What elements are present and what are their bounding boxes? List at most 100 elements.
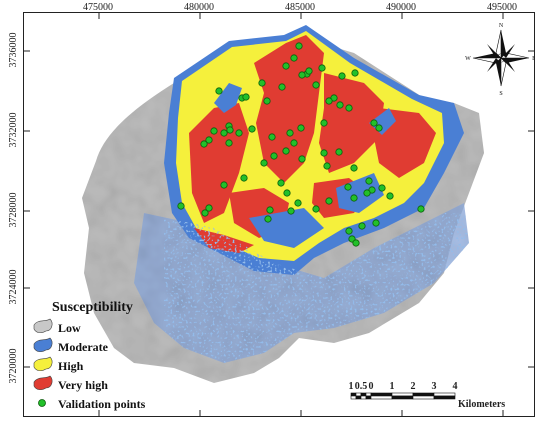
validation-point — [298, 155, 306, 163]
validation-point — [290, 54, 298, 62]
validation-point — [305, 67, 313, 75]
scale-segment — [360, 395, 367, 400]
scale-segment — [433, 392, 456, 397]
scale-segment — [391, 395, 414, 400]
legend-swatch-high — [33, 356, 53, 372]
scale-bar: 1 0.5 0 1 2 3 4 Kilometers — [349, 381, 506, 410]
validation-point — [282, 62, 290, 70]
validation-point — [351, 69, 359, 77]
validation-point — [201, 209, 209, 217]
scale-segment — [350, 392, 357, 397]
validation-point — [352, 239, 360, 247]
scale-segment — [360, 392, 367, 397]
validation-point — [345, 227, 353, 235]
validation-point — [312, 81, 320, 89]
validation-point — [215, 87, 223, 95]
scale-label-0: 0 — [369, 381, 374, 392]
y-tick-label-3: 3724000 — [8, 270, 19, 305]
validation-point — [335, 148, 343, 156]
scale-segment — [433, 395, 456, 400]
susceptibility-core — [164, 25, 464, 275]
validation-point — [318, 64, 326, 72]
scale-segment — [365, 395, 372, 400]
y-tick-label-2: 3728000 — [8, 193, 19, 228]
scale-segment — [412, 392, 435, 397]
validation-point — [205, 136, 213, 144]
scale-segment — [370, 392, 393, 397]
validation-point — [350, 194, 358, 202]
legend-item-low: Low — [33, 318, 81, 335]
validation-point — [278, 83, 286, 91]
validation-point — [372, 219, 380, 227]
scale-label-4: 4 — [453, 381, 458, 392]
legend-swatch-very-high — [33, 375, 53, 391]
legend: Susceptibility Low Moderate High Very hi… — [33, 300, 146, 411]
validation-point — [210, 127, 218, 135]
scale-segment — [391, 392, 414, 397]
scale-segment — [355, 392, 362, 397]
validation-point — [263, 97, 271, 105]
legend-label-very-high: Very high — [58, 378, 108, 392]
validation-point — [242, 93, 250, 101]
validation-point — [344, 183, 352, 191]
validation-point — [200, 140, 208, 148]
y-tick-label-0: 3736000 — [8, 33, 19, 68]
compass-w-label: W — [465, 56, 471, 62]
validation-point — [268, 133, 276, 141]
compass-s-label: S — [499, 91, 502, 97]
validation-point — [378, 184, 386, 192]
scale-label-3: 3 — [432, 381, 437, 392]
validation-point — [363, 189, 371, 197]
legend-title: Susceptibility — [52, 300, 133, 315]
validation-point — [375, 124, 383, 132]
validation-point — [177, 202, 185, 210]
validation-point — [240, 174, 248, 182]
validation-point — [235, 129, 243, 137]
validation-point — [365, 177, 373, 185]
scale-segment — [365, 392, 372, 397]
validation-point — [350, 164, 358, 172]
legend-item-moderate: Moderate — [33, 337, 109, 354]
validation-point — [283, 189, 291, 197]
scale-segment — [370, 395, 393, 400]
validation-points — [177, 42, 425, 247]
validation-point — [287, 207, 295, 215]
scale-segment — [350, 395, 357, 400]
validation-point — [270, 152, 278, 160]
legend-item-very-high: Very high — [33, 375, 108, 392]
legend-item-validation: Validation points — [38, 397, 146, 411]
validation-point — [417, 205, 425, 213]
validation-point — [325, 97, 333, 105]
validation-point — [323, 162, 331, 170]
validation-point — [294, 199, 302, 207]
validation-point — [205, 204, 213, 212]
scale-segment — [412, 395, 435, 400]
legend-label-validation: Validation points — [58, 397, 146, 411]
scale-segment — [355, 395, 362, 400]
validation-point — [336, 101, 344, 109]
scale-label-0-5: 0.5 — [355, 381, 368, 392]
validation-point — [226, 126, 234, 134]
y-tick-label-1: 3732000 — [8, 113, 19, 148]
legend-swatch-moderate — [33, 337, 53, 353]
validation-point — [312, 205, 320, 213]
validation-point — [264, 215, 272, 223]
compass-e-label: E — [532, 56, 534, 62]
validation-point — [220, 181, 228, 189]
validation-point — [220, 129, 228, 137]
validation-point — [248, 125, 256, 133]
compass-n-label: N — [499, 23, 504, 29]
validation-point — [370, 119, 378, 127]
validation-point — [282, 147, 290, 155]
validation-point — [338, 72, 346, 80]
y-tick-label-4: 3720000 — [8, 349, 19, 384]
legend-label-high: High — [58, 359, 84, 373]
legend-label-moderate: Moderate — [58, 340, 109, 354]
validation-point — [358, 222, 366, 230]
scale-label-1: 1 — [349, 381, 354, 392]
scale-unit: Kilometers — [458, 399, 505, 410]
validation-point — [325, 197, 333, 205]
validation-point — [345, 104, 353, 112]
legend-swatch-low — [33, 318, 53, 334]
validation-point — [386, 192, 394, 200]
